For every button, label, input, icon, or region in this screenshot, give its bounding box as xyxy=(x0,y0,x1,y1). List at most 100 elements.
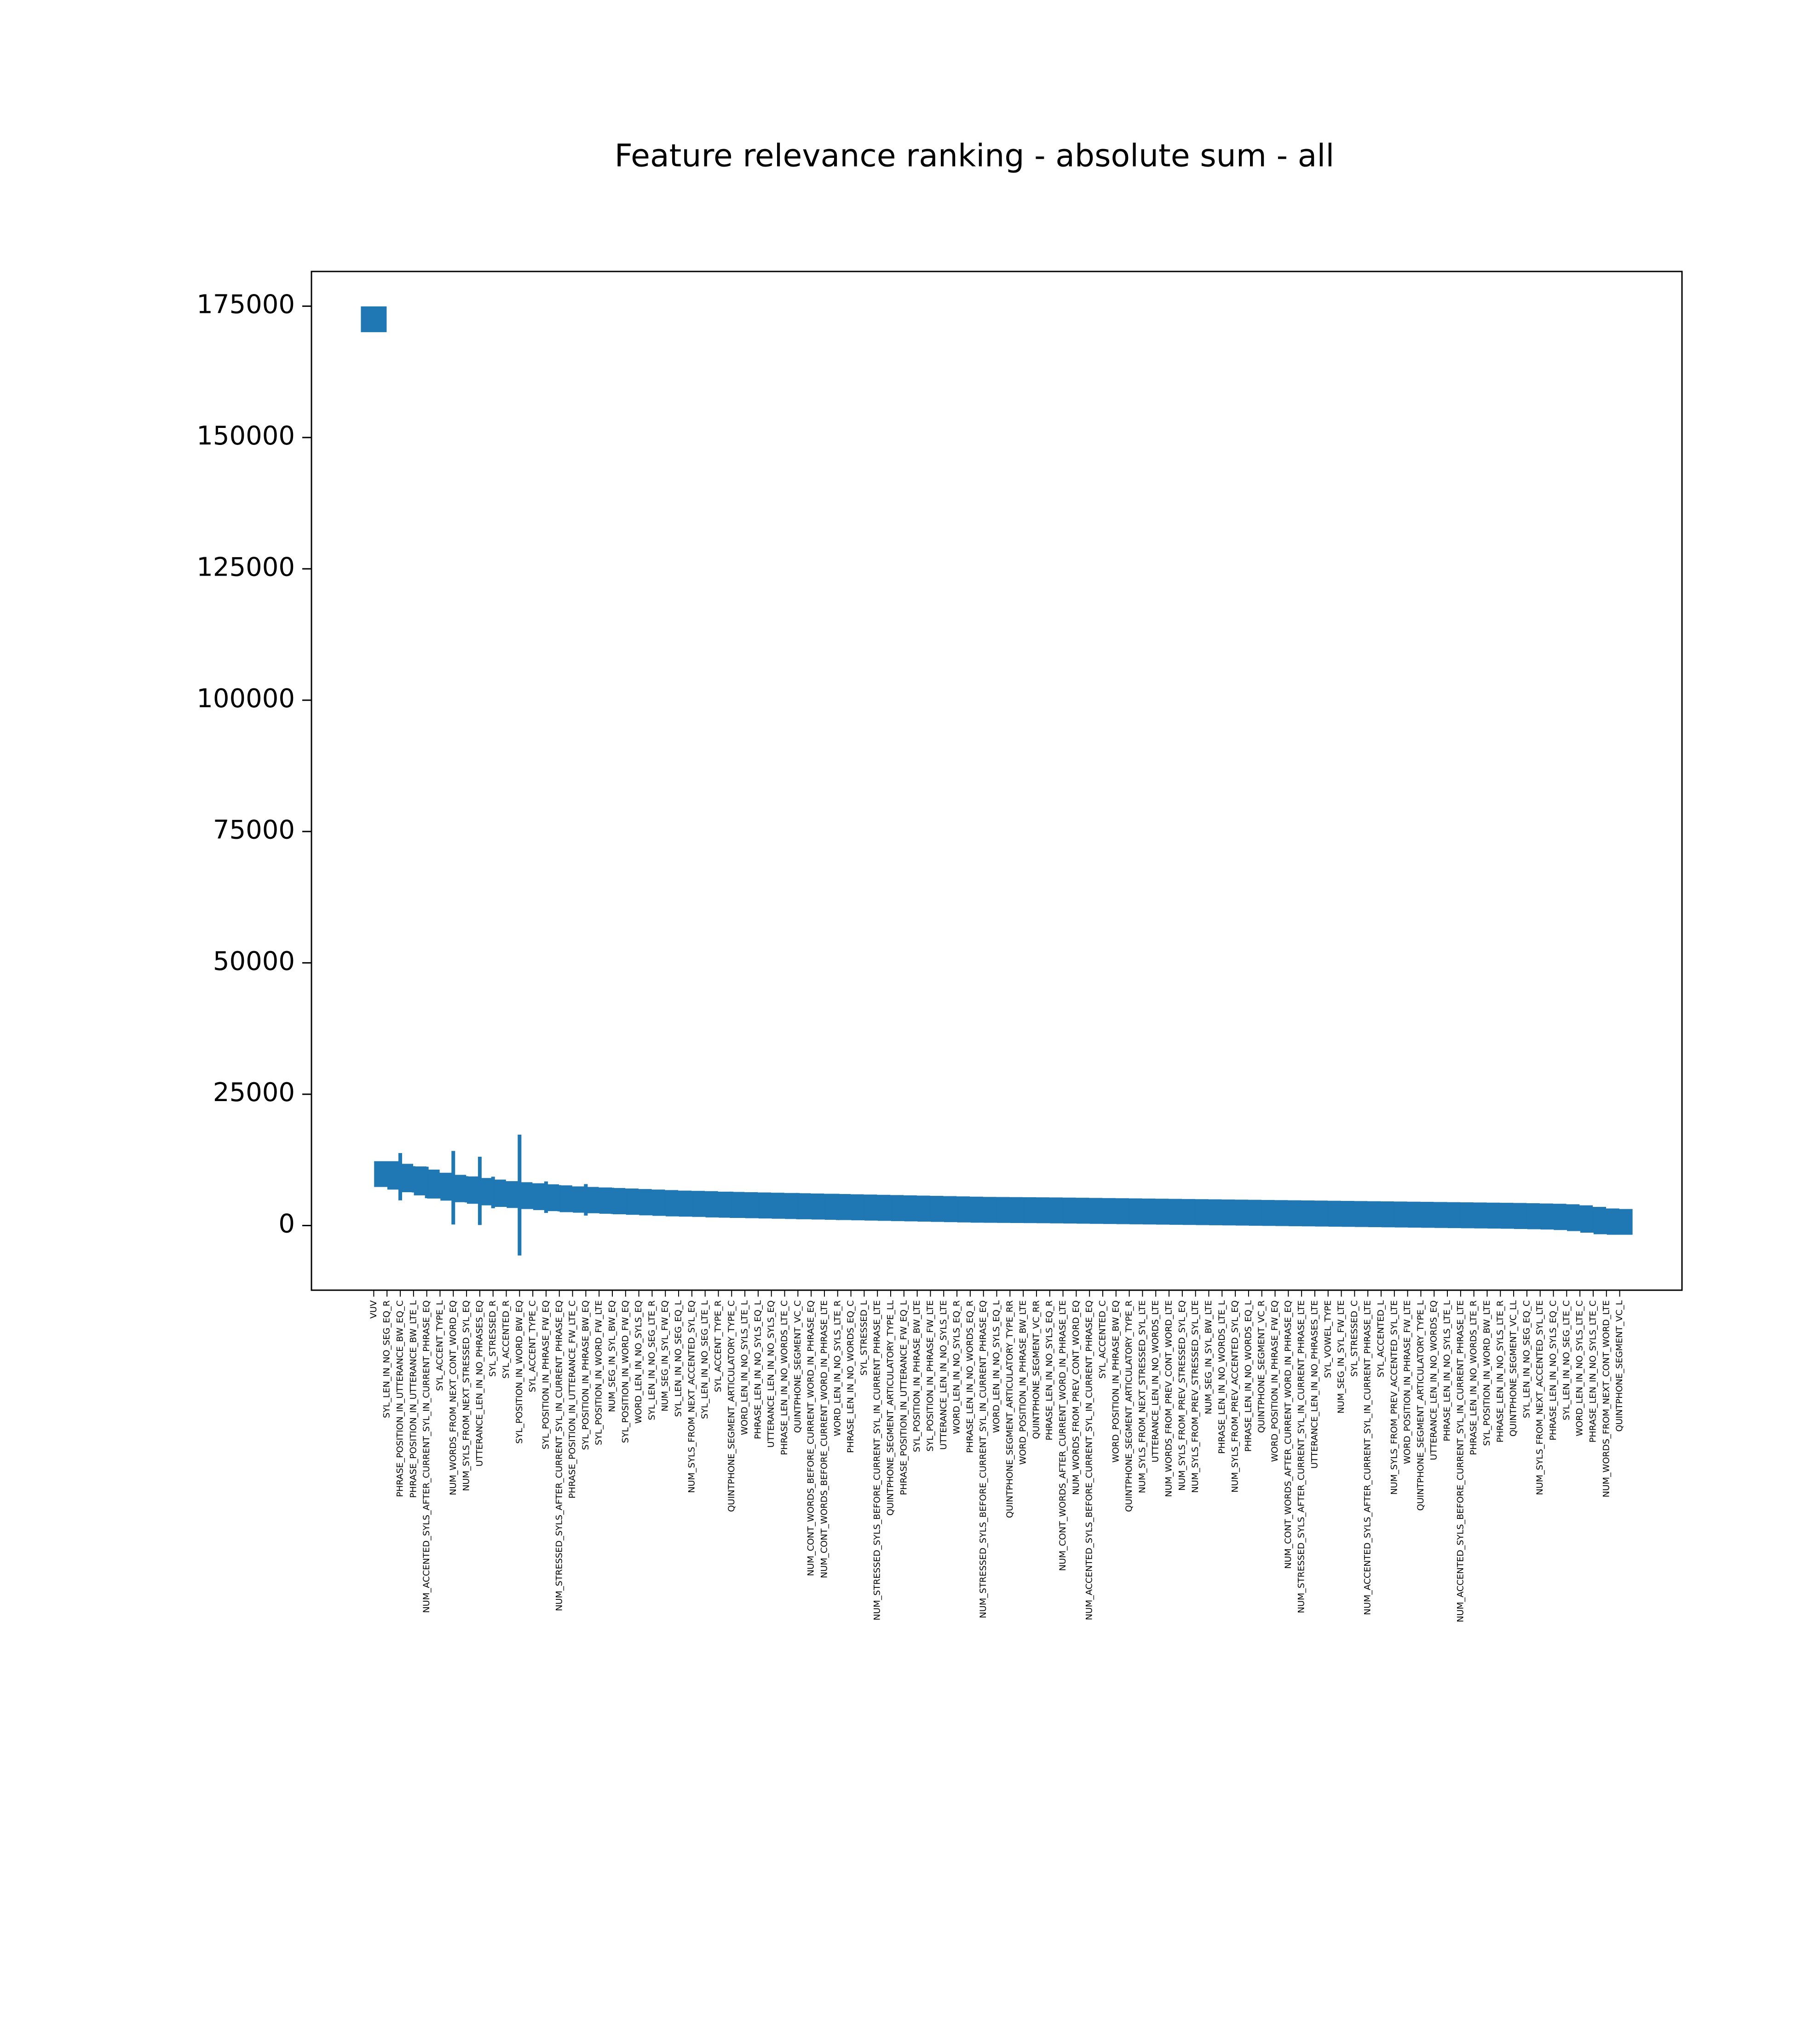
x-tick-label: SYL_LEN_IN_NO_SEG_EQ_L xyxy=(674,1300,684,1417)
x-tick-label: UTTERANCE_LEN_IN_NO_SYLS_EQ xyxy=(766,1300,776,1448)
x-tick-label: WORD_LEN_IN_NO_SYLS_LTE_R xyxy=(832,1300,842,1436)
x-tick-label: PHRASE_LEN_IN_NO_WORDS_EQ_R xyxy=(965,1300,975,1453)
x-tick-label: SYL_LEN_IN_NO_SEG_LTE_L xyxy=(700,1300,710,1419)
x-tick-label: PHRASE_LEN_IN_NO_WORDS_EQ_C xyxy=(846,1300,856,1453)
x-tick-label: NUM_SYLS_FROM_PREV_STRESSED_SYL_EQ xyxy=(1177,1300,1187,1491)
x-tick-label: VUV xyxy=(369,1300,379,1319)
x-tick-label: NUM_SEG_IN_SYL_BW_LTE xyxy=(1204,1300,1214,1414)
x-tick-label: PHRASE_LEN_IN_NO_SYLS_EQ_C xyxy=(1548,1300,1558,1441)
x-tick-label: NUM_SEG_IN_SYL_FW_EQ xyxy=(660,1300,670,1412)
x-tick-label: SYL_ACCENTED_C xyxy=(1097,1300,1107,1379)
x-tick-label: SYL_POSITION_IN_WORD_BW_LTE xyxy=(1482,1300,1492,1446)
x-tick-label: NUM_SYLS_FROM_NEXT_STRESSED_SYL_EQ xyxy=(461,1300,472,1491)
x-tick-label: NUM_SYLS_FROM_PREV_ACCENTED_SYL_EQ xyxy=(1230,1300,1240,1493)
x-tick-label: SYL_POSITION_IN_WORD_FW_EQ xyxy=(620,1300,630,1443)
plot-frame xyxy=(311,271,1683,1291)
x-tick-label: NUM_WORDS_FROM_PREV_CONT_WORD_LTE xyxy=(1164,1300,1174,1497)
marker xyxy=(361,306,387,332)
x-tick-label: NUM_STRESSED_SYLS_AFTER_CURRENT_SYL_IN_C… xyxy=(554,1300,564,1611)
x-tick-label: QUINTPHONE_SEGMENT_VC_LL xyxy=(1509,1300,1519,1437)
y-tick-label: 100000 xyxy=(196,684,295,714)
x-tick-label: SYL_ACCENT_TYPE_C xyxy=(528,1300,538,1392)
x-tick-label: SYL_LEN_IN_NO_SEG_LTE_C xyxy=(1561,1300,1572,1420)
x-tick-label: SYL_POSITION_IN_PHRASE_BW_EQ xyxy=(581,1300,591,1450)
x-tick-label: QUINTPHONE_SEGMENT_ARTICULATORY_TYPE_R xyxy=(1124,1300,1134,1512)
y-tick-label: 125000 xyxy=(196,552,295,582)
x-tick-label: UTTERANCE_LEN_IN_NO_SYLS_LTE xyxy=(939,1300,949,1450)
x-tick-label: SYL_LEN_IN_NO_SEG_EQ_R xyxy=(382,1300,392,1418)
x-tick-label: WORD_LEN_IN_NO_SYLS_EQ_R xyxy=(952,1300,962,1434)
x-tick-label: NUM_STRESSED_SYLS_BEFORE_CURRENT_SYL_IN_… xyxy=(872,1300,882,1621)
x-tick-label: WORD_POSITION_IN_PHRASE_BW_EQ xyxy=(1111,1300,1121,1463)
x-tick-label: PHRASE_LEN_IN_NO_SYLS_EQ_L xyxy=(753,1300,763,1439)
x-tick-label: WORD_LEN_IN_NO_SYLS_LTE_C xyxy=(1575,1300,1585,1437)
x-tick-label: NUM_ACCENTED_SYLS_AFTER_CURRENT_SYL_IN_C… xyxy=(1363,1300,1373,1615)
x-tick-label: NUM_SYLS_FROM_PREV_STRESSED_SYL_LTE xyxy=(1190,1300,1200,1493)
x-tick-label: PHRASE_POSITION_IN_UTTERANCE_FW_EQ_L xyxy=(898,1300,909,1495)
x-tick-label: PHRASE_LEN_IN_NO_WORDS_LTE_L xyxy=(1217,1300,1227,1454)
x-tick-label: QUINTPHONE_SEGMENT_VC_C xyxy=(793,1300,803,1433)
x-tick-label: PHRASE_LEN_IN_NO_WORDS_LTE_C xyxy=(779,1300,789,1455)
x-tick-label: NUM_SEG_IN_SYL_BW_EQ xyxy=(607,1300,617,1412)
x-tick-label: SYL_VOWEL_TYPE xyxy=(1323,1300,1333,1378)
x-tick-label: WORD_LEN_IN_NO_SYLS_EQ_L xyxy=(991,1300,1002,1433)
x-tick-label: SYL_POSITION_IN_WORD_FW_LTE xyxy=(594,1300,604,1445)
x-tick-label: NUM_ACCENTED_SYLS_AFTER_CURRENT_SYL_IN_C… xyxy=(421,1300,432,1613)
x-tick-label: UTTERANCE_LEN_IN_NO_WORDS_LTE xyxy=(1151,1300,1161,1462)
x-tick-label: QUINTPHONE_SEGMENT_ARTICULATORY_TYPE_C xyxy=(726,1300,737,1512)
x-tick-label: PHRASE_LEN_IN_NO_WORDS_EQ_L xyxy=(1243,1300,1253,1452)
x-tick-label: PHRASE_LEN_IN_NO_WORDS_LTE_R xyxy=(1469,1300,1479,1455)
x-tick-label: UTTERANCE_LEN_IN_NO_PHRASES_EQ xyxy=(474,1300,484,1466)
x-tick-label: SYL_STRESSED_L xyxy=(859,1300,869,1376)
x-tick-label: WORD_LEN_IN_NO_SYLS_EQ xyxy=(634,1300,644,1424)
x-tick-label: NUM_SYLS_FROM_PREV_ACCENTED_SYL_LTE xyxy=(1389,1300,1399,1494)
x-tick-label: NUM_SYLS_FROM_NEXT_STRESSED_SYL_LTE xyxy=(1137,1300,1147,1493)
x-tick-label: SYL_POSITION_IN_PHRASE_FW_EQ xyxy=(541,1300,551,1449)
x-tick-label: PHRASE_POSITION_IN_UTTERANCE_BW_LTE_L xyxy=(408,1300,418,1498)
x-tick-label: QUINTPHONE_SEGMENT_VC_RR xyxy=(1031,1300,1041,1439)
x-tick-label: QUINTPHONE_SEGMENT_ARTICULATORY_TYPE_LL xyxy=(886,1300,896,1516)
y-tick-label: 75000 xyxy=(213,815,295,845)
x-tick-label: PHRASE_LEN_IN_NO_SYLS_LTE_L xyxy=(1442,1300,1452,1442)
x-tick-label: SYL_ACCENT_TYPE_L xyxy=(435,1300,445,1391)
x-tick-label: WORD_POSITION_IN_PHRASE_FW_EQ xyxy=(1270,1300,1280,1462)
chart-title: Feature relevance ranking - absolute sum… xyxy=(615,138,1334,174)
y-tick-label: 25000 xyxy=(213,1078,295,1108)
x-tick-label: SYL_POSITION_IN_PHRASE_FW_LTE xyxy=(925,1300,935,1452)
x-tick-label: QUINTPHONE_SEGMENT_VC_R xyxy=(1256,1300,1267,1433)
x-tick-label: NUM_ACCENTED_SYLS_BEFORE_CURRENT_SYL_IN_… xyxy=(1455,1300,1465,1622)
x-tick-label: SYL_ACCENT_TYPE_R xyxy=(713,1300,723,1392)
x-tick-label: UTTERANCE_LEN_IN_NO_WORDS_EQ xyxy=(1429,1300,1439,1460)
x-tick-label: SYL_ACCENTED_R xyxy=(501,1300,511,1379)
y-tick-label: 175000 xyxy=(196,290,295,320)
x-tick-label: NUM_ACCENTED_SYLS_BEFORE_CURRENT_SYL_IN_… xyxy=(1084,1300,1094,1620)
x-tick-label: UTTERANCE_LEN_IN_NO_PHRASES_LTE xyxy=(1309,1300,1319,1469)
x-tick-label: NUM_WORDS_FROM_NEXT_CONT_WORD_EQ xyxy=(448,1300,458,1495)
x-tick-label: NUM_CONT_WORDS_AFTER_CURRENT_WORD_IN_PHR… xyxy=(1283,1300,1293,1569)
x-tick-label: PHRASE_POSITION_IN_UTTERANCE_FW_LTE_C xyxy=(567,1300,577,1499)
x-tick-label: WORD_POSITION_IN_PHRASE_BW_LTE xyxy=(1018,1300,1028,1465)
x-tick-label: NUM_STRESSED_SYLS_AFTER_CURRENT_SYL_IN_C… xyxy=(1296,1300,1307,1613)
x-tick-label: NUM_CONT_WORDS_BEFORE_CURRENT_WORD_IN_PH… xyxy=(819,1300,829,1578)
x-tick-label: NUM_WORDS_FROM_PREV_CONT_WORD_EQ xyxy=(1071,1300,1081,1495)
x-tick-label: SYL_STRESSED_C xyxy=(1349,1300,1359,1377)
x-tick-label: NUM_CONT_WORDS_AFTER_CURRENT_WORD_IN_PHR… xyxy=(1058,1300,1068,1571)
x-tick-label: PHRASE_LEN_IN_NO_SYLS_LTE_R xyxy=(1495,1300,1505,1442)
x-tick-label: QUINTPHONE_SEGMENT_VC_L xyxy=(1614,1300,1624,1432)
x-tick-label: NUM_SYLS_FROM_NEXT_ACCENTED_SYL_EQ xyxy=(686,1300,697,1493)
x-tick-label: NUM_SYLS_FROM_NEXT_ACCENTED_SYL_LTE xyxy=(1535,1300,1545,1495)
x-tick-label: SYL_ACCENTED_L xyxy=(1376,1300,1386,1378)
x-tick-label: SYL_POSITION_IN_PHRASE_BW_LTE xyxy=(912,1300,922,1452)
x-tick-label: SYL_LEN_IN_NO_SEG_LTE_R xyxy=(647,1300,657,1420)
x-tick-label: SYL_STRESSED_R xyxy=(488,1300,498,1377)
y-tick-label: 50000 xyxy=(213,946,295,976)
x-tick-label: PHRASE_LEN_IN_NO_SYLS_EQ_R xyxy=(1044,1300,1054,1441)
x-tick-label: PHRASE_LEN_IN_NO_SYLS_LTE_C xyxy=(1588,1300,1598,1442)
x-tick-label: WORD_LEN_IN_NO_SYLS_LTE_L xyxy=(740,1300,750,1435)
x-tick-label: NUM_CONT_WORDS_BEFORE_CURRENT_WORD_IN_PH… xyxy=(806,1300,816,1576)
x-tick-label: WORD_POSITION_IN_PHRASE_FW_LTE xyxy=(1402,1300,1412,1464)
x-tick-label: PHRASE_POSITION_IN_UTTERANCE_BW_EQ_C xyxy=(395,1300,405,1497)
x-tick-label: QUINTPHONE_SEGMENT_ARTICULATORY_TYPE_L xyxy=(1416,1300,1426,1511)
